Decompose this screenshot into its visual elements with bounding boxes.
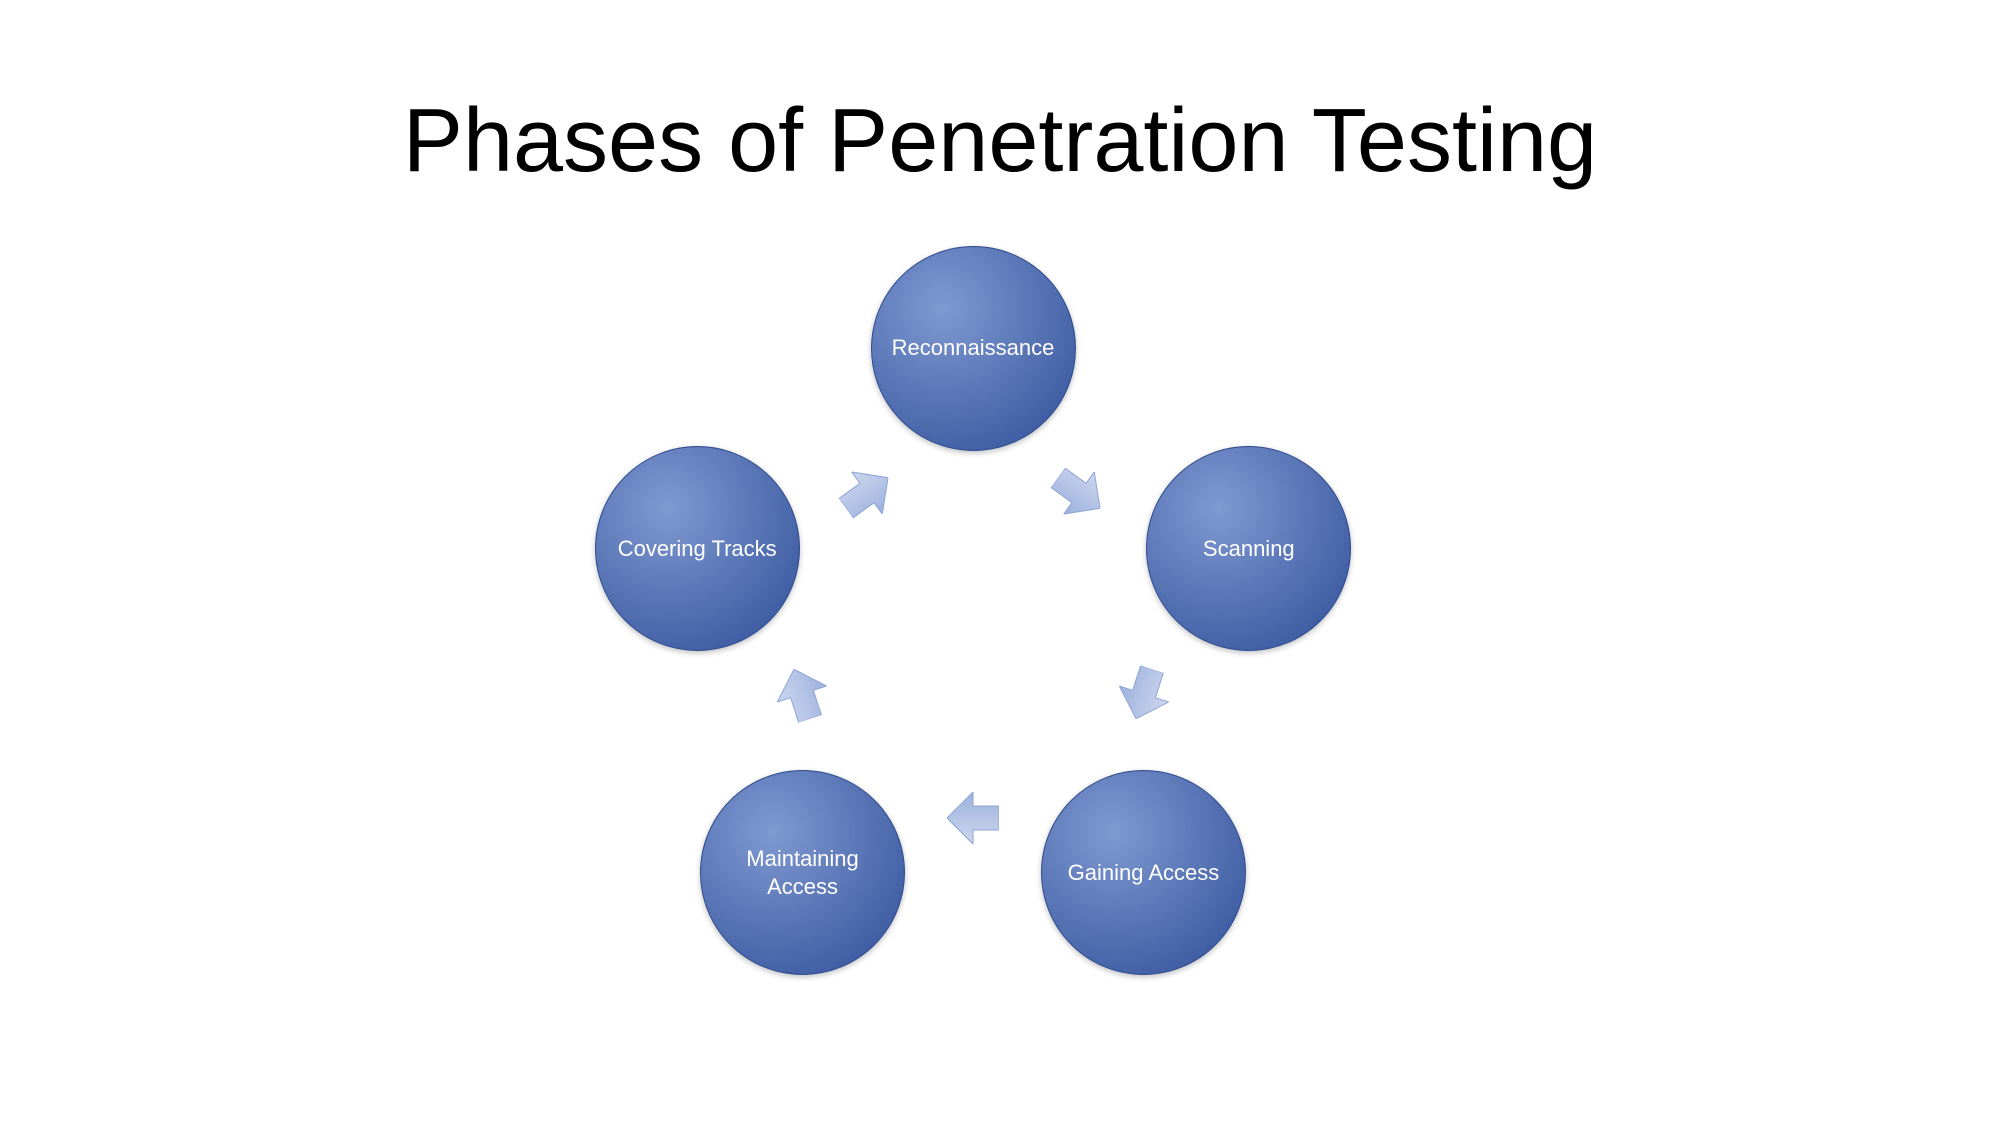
slide: Phases of Penetration Testing Reconnaiss… [0, 0, 2000, 1125]
cycle-node-label: Gaining Access [1068, 859, 1220, 887]
cycle-node: Covering Tracks [595, 446, 800, 651]
cycle-node: Gaining Access [1041, 770, 1246, 975]
cycle-arrow-icon [831, 456, 904, 529]
cycle-node-label: Reconnaissance [892, 334, 1055, 362]
cycle-node-label: Maintaining Access [719, 845, 886, 900]
cycle-node: Reconnaissance [871, 246, 1076, 451]
cycle-node: Maintaining Access [700, 770, 905, 975]
cycle-node-label: Covering Tracks [618, 535, 777, 563]
cycle-node: Scanning [1146, 446, 1351, 651]
cycle-arrow-icon [769, 661, 835, 727]
cycle-arrow-icon [1111, 661, 1177, 727]
page-title: Phases of Penetration Testing [0, 90, 2000, 193]
cycle-arrow-icon [947, 792, 999, 844]
cycle-arrow-icon [1042, 456, 1115, 529]
cycle-node-label: Scanning [1203, 535, 1295, 563]
